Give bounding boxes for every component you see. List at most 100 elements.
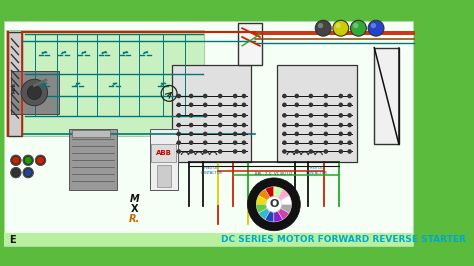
Circle shape <box>24 169 32 177</box>
Circle shape <box>348 103 351 106</box>
Bar <box>6 30 204 136</box>
Circle shape <box>204 123 207 127</box>
Wedge shape <box>274 196 292 204</box>
Circle shape <box>219 150 222 153</box>
Circle shape <box>190 103 193 106</box>
Circle shape <box>242 94 246 98</box>
Wedge shape <box>274 204 283 222</box>
Circle shape <box>242 123 246 127</box>
Circle shape <box>339 114 342 117</box>
Circle shape <box>309 132 312 135</box>
Bar <box>8 32 22 136</box>
Circle shape <box>35 155 46 165</box>
Circle shape <box>24 156 32 164</box>
Circle shape <box>266 196 282 212</box>
Circle shape <box>204 141 207 144</box>
Text: BRL  2.U  V1 BU U2: BRL 2.U V1 BU U2 <box>255 172 292 176</box>
Circle shape <box>36 156 45 164</box>
Circle shape <box>350 20 366 36</box>
Text: DC SERIES MOTOR FORWARD REVERSE STARTER: DC SERIES MOTOR FORWARD REVERSE STARTER <box>221 235 466 244</box>
Circle shape <box>177 141 180 144</box>
Bar <box>157 165 171 187</box>
Circle shape <box>348 150 351 153</box>
Circle shape <box>219 94 222 98</box>
Circle shape <box>295 94 298 98</box>
Circle shape <box>283 150 286 153</box>
Circle shape <box>242 114 246 117</box>
Circle shape <box>295 114 298 117</box>
Circle shape <box>10 167 21 178</box>
Wedge shape <box>256 204 274 213</box>
Circle shape <box>204 94 207 98</box>
Circle shape <box>353 23 358 28</box>
Circle shape <box>339 123 342 127</box>
Circle shape <box>219 114 222 117</box>
Circle shape <box>283 141 286 144</box>
Circle shape <box>309 94 312 98</box>
Bar <box>150 128 178 190</box>
Wedge shape <box>256 196 274 204</box>
Wedge shape <box>274 204 289 220</box>
Text: MCB: MCB <box>13 82 17 93</box>
Wedge shape <box>259 189 274 204</box>
Bar <box>374 48 399 144</box>
Circle shape <box>177 150 180 153</box>
Bar <box>10 71 59 114</box>
Wedge shape <box>265 204 274 222</box>
Circle shape <box>348 132 351 135</box>
Circle shape <box>339 94 342 98</box>
Circle shape <box>204 114 207 117</box>
Circle shape <box>295 103 298 106</box>
Bar <box>4 233 413 246</box>
Circle shape <box>234 150 237 153</box>
Circle shape <box>368 20 384 36</box>
Circle shape <box>242 141 246 144</box>
Circle shape <box>295 141 298 144</box>
Text: ABB: ABB <box>156 150 172 156</box>
Wedge shape <box>265 187 274 204</box>
Circle shape <box>315 20 331 36</box>
Circle shape <box>295 150 298 153</box>
Circle shape <box>348 123 351 127</box>
Circle shape <box>339 141 342 144</box>
Circle shape <box>219 123 222 127</box>
Circle shape <box>204 150 207 153</box>
Circle shape <box>283 94 286 98</box>
Circle shape <box>324 123 328 127</box>
Circle shape <box>339 103 342 106</box>
Circle shape <box>309 114 312 117</box>
Circle shape <box>190 150 193 153</box>
Text: X: X <box>131 204 138 214</box>
Circle shape <box>333 20 349 36</box>
Bar <box>72 130 110 138</box>
Circle shape <box>295 123 298 127</box>
Circle shape <box>23 167 34 178</box>
Circle shape <box>27 85 41 99</box>
Text: M: M <box>130 194 140 204</box>
Circle shape <box>309 123 312 127</box>
Circle shape <box>336 23 341 28</box>
Circle shape <box>177 94 180 98</box>
Circle shape <box>204 132 207 135</box>
Text: REV DC
CONTACTOR: REV DC CONTACTOR <box>306 167 328 175</box>
Circle shape <box>309 141 312 144</box>
Circle shape <box>219 132 222 135</box>
Circle shape <box>247 178 301 231</box>
Circle shape <box>339 150 342 153</box>
Circle shape <box>324 103 328 106</box>
Circle shape <box>190 114 193 117</box>
Circle shape <box>190 94 193 98</box>
Circle shape <box>339 132 342 135</box>
Circle shape <box>242 150 246 153</box>
Circle shape <box>234 141 237 144</box>
Circle shape <box>348 94 351 98</box>
Bar <box>277 65 356 162</box>
Circle shape <box>219 103 222 106</box>
Circle shape <box>190 141 193 144</box>
Circle shape <box>324 114 328 117</box>
Bar <box>172 65 251 162</box>
Wedge shape <box>274 204 292 213</box>
Circle shape <box>177 103 180 106</box>
Circle shape <box>283 114 286 117</box>
Circle shape <box>177 114 180 117</box>
